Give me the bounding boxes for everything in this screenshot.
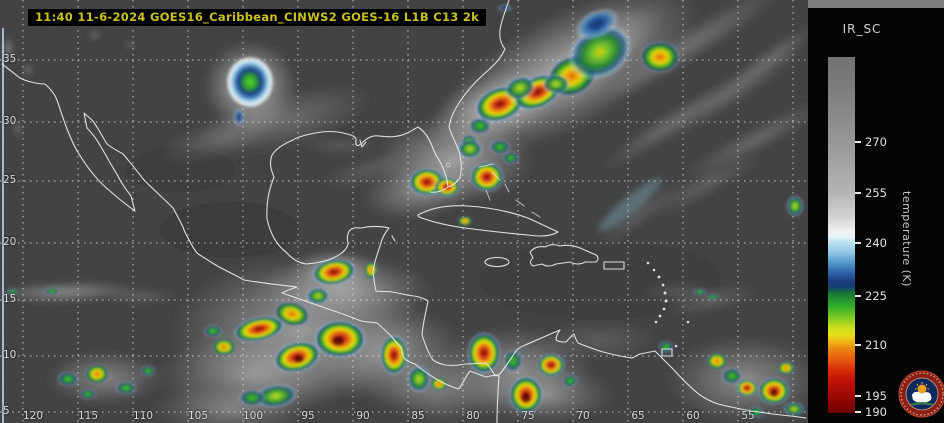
colorbar-tickmark bbox=[855, 411, 861, 413]
sensor-grain-texture bbox=[0, 0, 808, 423]
lat-label: 25 bbox=[3, 174, 17, 186]
colorbar-tickmark bbox=[855, 242, 861, 244]
lat-label: 15 bbox=[3, 293, 17, 305]
colorbar-tickmark bbox=[855, 395, 861, 397]
lat-label: 5 bbox=[3, 405, 10, 417]
lat-label: 20 bbox=[3, 236, 17, 248]
lon-label: 65 bbox=[631, 410, 645, 422]
colorbar-tick-label: 225 bbox=[865, 289, 887, 303]
lon-label: 90 bbox=[356, 410, 370, 422]
lon-label: 55 bbox=[741, 410, 755, 422]
colorbar-panel: IR_SC 270 255 240 225 210 195 190 temper… bbox=[808, 8, 946, 423]
map-left-edge-line bbox=[2, 28, 4, 423]
lon-label: 75 bbox=[521, 410, 535, 422]
lon-label: 95 bbox=[301, 410, 315, 422]
right-margin bbox=[944, 0, 950, 423]
colorbar-tickmark bbox=[855, 295, 861, 297]
colorbar-gradient bbox=[828, 57, 855, 413]
lat-label: 10 bbox=[3, 349, 17, 361]
lon-label: 105 bbox=[187, 410, 209, 422]
sun-icon bbox=[915, 382, 929, 394]
agency-seal-logo bbox=[898, 370, 946, 418]
annotation-text: 11:40 11-6-2024 GOES16_Caribbean_CINWS2 … bbox=[35, 10, 480, 24]
lon-label: 80 bbox=[466, 410, 480, 422]
colorbar-unit-label: temperature (K) bbox=[900, 191, 913, 287]
colorbar-tick-label: 210 bbox=[865, 338, 887, 352]
lat-label: 30 bbox=[3, 115, 17, 127]
colorbar-tickmark bbox=[855, 192, 861, 194]
colorbar-tickmark bbox=[855, 344, 861, 346]
seal-base bbox=[911, 402, 933, 406]
lat-label: 35 bbox=[3, 53, 17, 65]
lon-label: 85 bbox=[411, 410, 425, 422]
lon-label: 115 bbox=[77, 410, 99, 422]
colorbar-title: IR_SC bbox=[842, 22, 882, 36]
lon-label: 70 bbox=[576, 410, 590, 422]
lon-label: 110 bbox=[132, 410, 154, 422]
colorbar-tick-label: 240 bbox=[865, 236, 887, 250]
colorbar-tickmark bbox=[855, 141, 861, 143]
lon-label: 60 bbox=[686, 410, 700, 422]
lon-label: 120 bbox=[22, 410, 44, 422]
satellite-imagery bbox=[0, 0, 808, 423]
colorbar-tick-label: 270 bbox=[865, 135, 887, 149]
colorbar-tick-label: 195 bbox=[865, 389, 887, 403]
panel-top-gap bbox=[808, 0, 944, 8]
annotation-bar: 11:40 11-6-2024 GOES16_Caribbean_CINWS2 … bbox=[28, 9, 487, 26]
cloud-icon bbox=[912, 391, 932, 403]
satellite-map: 11:40 11-6-2024 GOES16_Caribbean_CINWS2 … bbox=[0, 0, 808, 423]
lon-label: 100 bbox=[242, 410, 264, 422]
colorbar-tick-label: 255 bbox=[865, 186, 887, 200]
colorbar-tick-label: 190 bbox=[865, 405, 887, 419]
